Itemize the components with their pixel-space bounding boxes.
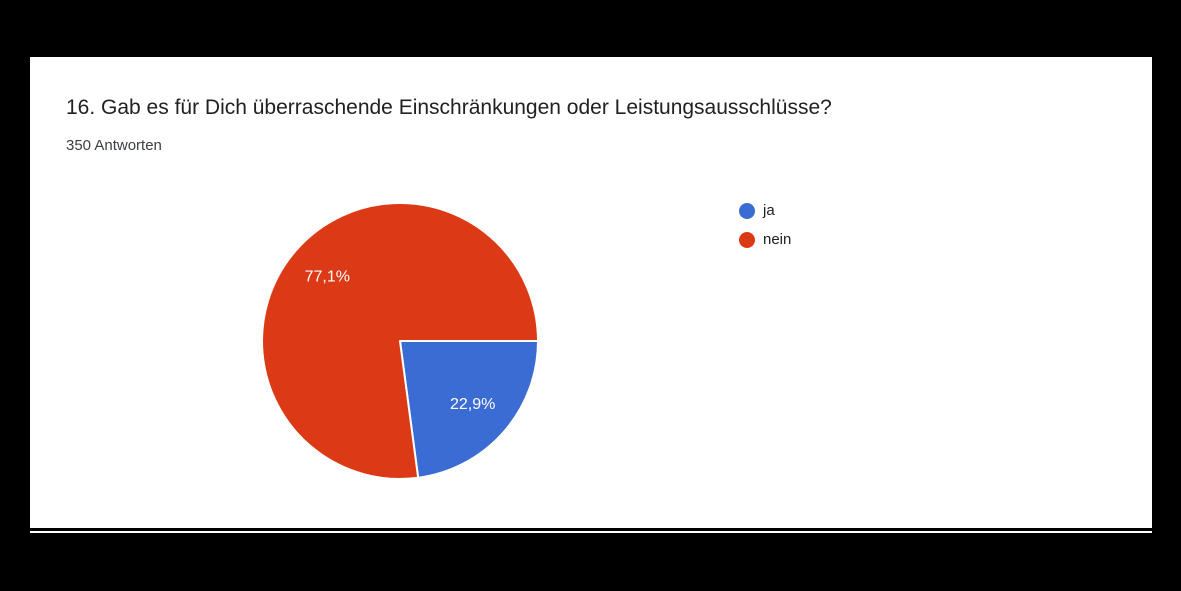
chart-legend: ja nein — [739, 203, 791, 261]
pie-slice-ja[interactable] — [399, 340, 539, 479]
next-card-edge — [30, 531, 1152, 533]
legend-item-ja: ja — [739, 203, 791, 219]
pie-chart: 22,9% 77,1% — [261, 202, 539, 480]
legend-swatch-ja — [739, 203, 755, 219]
pie-label-ja: 22,9% — [450, 396, 495, 413]
question-title: 16. Gab es für Dich überraschende Einsch… — [66, 96, 832, 119]
pie-label-nein: 77,1% — [305, 269, 350, 286]
pie-slice-nein[interactable] — [261, 202, 539, 480]
results-card: 16. Gab es für Dich überraschende Einsch… — [30, 57, 1152, 528]
legend-label-ja: ja — [763, 202, 775, 219]
responses-count: 350 Antworten — [66, 137, 162, 154]
legend-item-nein: nein — [739, 232, 791, 248]
legend-label-nein: nein — [763, 231, 792, 248]
legend-swatch-nein — [739, 232, 755, 248]
